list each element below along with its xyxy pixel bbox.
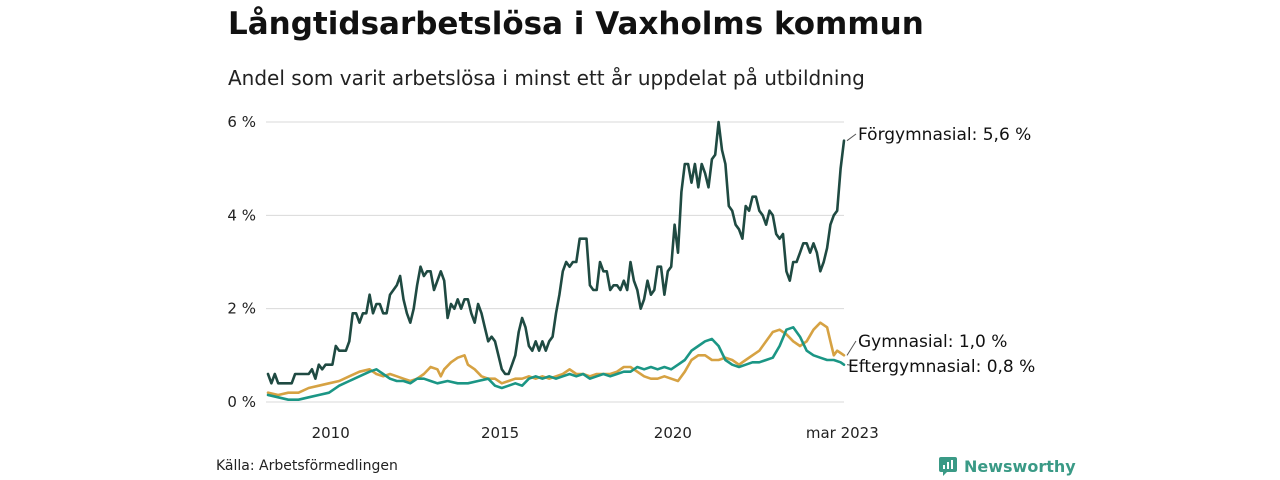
source-note: Källa: Arbetsförmedlingen: [216, 458, 398, 474]
brand-name: Newsworthy: [964, 456, 1076, 476]
leader-line: [846, 133, 857, 142]
y-tick-label: 0 %: [227, 393, 256, 411]
x-tick-label: 2015: [481, 424, 519, 442]
leader-line: [846, 340, 857, 356]
end-label-gymnasial: Gymnasial: 1,0 %: [858, 332, 1007, 352]
grid-lines: [266, 121, 844, 403]
end-label-eftergymnasial: Eftergymnasial: 0,8 %: [848, 357, 1035, 377]
y-axis: 0 % 2 % 4 % 6 %: [227, 113, 256, 411]
x-tick-label: mar 2023: [806, 424, 879, 442]
end-label-förgymnasial: Förgymnasial: 5,6 %: [858, 125, 1031, 145]
series-line-förgymnasial: [266, 120, 846, 385]
series-line-eftergymnasial: [266, 326, 846, 401]
series-line-gymnasial: [266, 321, 846, 397]
x-tick-label: 2010: [312, 424, 350, 442]
series-lines: [266, 120, 846, 401]
y-tick-label: 2 %: [227, 300, 256, 318]
leader-line: [846, 364, 857, 367]
x-axis: 2010 2015 2020 mar 2023: [312, 424, 879, 442]
y-tick-label: 4 %: [227, 206, 256, 224]
x-tick-label: 2020: [654, 424, 692, 442]
chart-title: Långtidsarbetslösa i Vaxholms kommun: [228, 6, 924, 42]
end-labels: Förgymnasial: 5,6 % Gymnasial: 1,0 % Efter…: [846, 125, 1035, 377]
chart-subtitle: Andel som varit arbetslösa i minst ett å…: [228, 66, 865, 90]
newsworthy-icon: [939, 457, 957, 476]
brand-logo: Newsworthy: [938, 456, 1076, 476]
y-tick-label: 6 %: [227, 113, 256, 131]
